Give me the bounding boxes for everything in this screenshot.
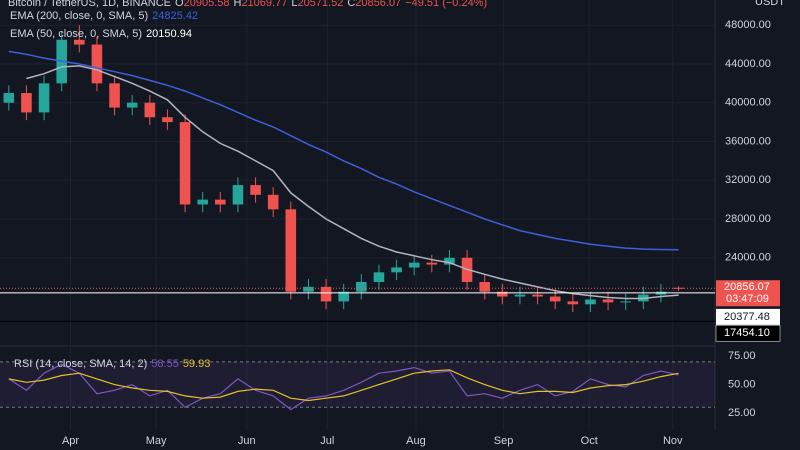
marks	[0, 25, 715, 411]
candle-body	[585, 299, 596, 305]
y-tick-label: 28000.00	[725, 213, 771, 225]
countdown: 03:47:09	[726, 293, 769, 305]
x-tick-label: Jul	[320, 435, 334, 447]
candle-body	[567, 301, 579, 305]
ema-name: EMA (50, close, 0, SMA, 5)	[10, 28, 142, 40]
ema-legend: EMA (200, close, 0, SMA, 5) 24825.42	[10, 10, 198, 22]
rsi-tick-label: 50.00	[728, 379, 756, 391]
y-tick-label: 40000.00	[725, 97, 771, 109]
candle-body	[549, 296, 561, 302]
candle-body	[356, 282, 367, 292]
candle-body	[479, 282, 490, 292]
ohlc-key: H	[233, 0, 241, 9]
candle-body	[126, 102, 138, 108]
ema-line	[8, 50, 679, 251]
x-tick-label: Oct	[581, 435, 598, 447]
x-tick-label: Sep	[494, 435, 514, 447]
candle-body	[320, 286, 332, 302]
candle-body	[91, 44, 103, 84]
candle-body	[179, 122, 191, 205]
ema-name: EMA (200, close, 0, SMA, 5)	[10, 10, 148, 22]
rsi-line	[8, 363, 679, 411]
candle-body	[144, 102, 156, 118]
candle-body	[74, 39, 85, 45]
axis-unit: USDT	[755, 0, 785, 8]
candle-body	[197, 199, 208, 205]
x-tick-label: Nov	[663, 435, 683, 447]
rsi-legend: RSI (14, close, SMA, 14, 2) 58.55 59.93	[14, 358, 210, 370]
ohlc-key: L	[291, 0, 297, 9]
candle-body	[620, 301, 631, 303]
candle-body	[444, 257, 455, 265]
y-tick-label: 24000.00	[725, 252, 771, 264]
rsi-tick-label: 25.00	[728, 407, 756, 419]
candle-body	[250, 185, 261, 195]
ohlc-value: 20856.07	[355, 0, 401, 9]
candle-body	[38, 83, 50, 113]
change: −49.51 (−0.24%)	[405, 0, 487, 9]
candle-body	[215, 199, 226, 205]
x-tick-label: Apr	[62, 435, 79, 447]
symbol-title: Bitcoin / TetherUS, 1D, BINANCE	[8, 0, 171, 9]
price-line-label: 20377.48	[724, 311, 770, 323]
ohlc-value: 21069.77	[241, 0, 287, 9]
ohlc-key: O	[175, 0, 184, 9]
candle-body	[514, 294, 526, 297]
ema-value: 20150.94	[146, 28, 192, 40]
rsi-line	[8, 369, 679, 402]
overlay: 24000.00 28000.00 32000.00 36000.00 40000.00…	[8, 0, 785, 447]
ohlc-key: C	[347, 0, 355, 9]
candle-body	[532, 294, 543, 297]
candle-body	[267, 194, 279, 210]
x-tick-label: Aug	[406, 435, 426, 447]
ema-value: 24825.42	[152, 10, 198, 22]
candle-body	[303, 286, 314, 292]
candle-body	[285, 209, 297, 292]
candle-body	[109, 83, 120, 108]
symbol-legend: Bitcoin / TetherUS, 1D, BINANCE O20905.58…	[8, 0, 487, 9]
candle-body	[408, 262, 420, 268]
candle-body	[232, 185, 244, 205]
ohlc-value: 20905.58	[184, 0, 230, 9]
rsi-title: RSI (14, close, SMA, 14, 2)	[14, 358, 147, 370]
price-line-label: 17454.10	[724, 327, 770, 339]
y-tick-label: 44000.00	[725, 58, 771, 70]
ema-legend: EMA (50, close, 0, SMA, 5) 20150.94	[10, 28, 192, 40]
y-tick-label: 48000.00	[725, 19, 771, 31]
rsi-value: 59.93	[183, 358, 211, 370]
y-tick-label: 36000.00	[725, 135, 771, 147]
ohlc-value: 20571.52	[297, 0, 343, 9]
candle-body	[3, 93, 15, 103]
candle-body	[602, 299, 614, 303]
candle-body	[373, 272, 385, 283]
last-price-label: 20856.07	[724, 281, 770, 293]
price-line-box	[715, 324, 781, 342]
candle-body	[338, 291, 349, 302]
candle-body	[497, 291, 508, 297]
candle-body	[21, 93, 32, 113]
y-tick-label: 32000.00	[725, 174, 771, 186]
candle-body	[391, 267, 402, 273]
x-tick-label: Jun	[238, 435, 256, 447]
last-price-box	[716, 280, 780, 307]
candle-body	[426, 262, 438, 265]
candle-body	[162, 117, 173, 123]
rsi-tick-label: 75.00	[728, 350, 756, 362]
rsi-value: 58.55	[151, 358, 179, 370]
price-line-box	[716, 308, 780, 325]
x-tick-label: May	[146, 435, 167, 447]
